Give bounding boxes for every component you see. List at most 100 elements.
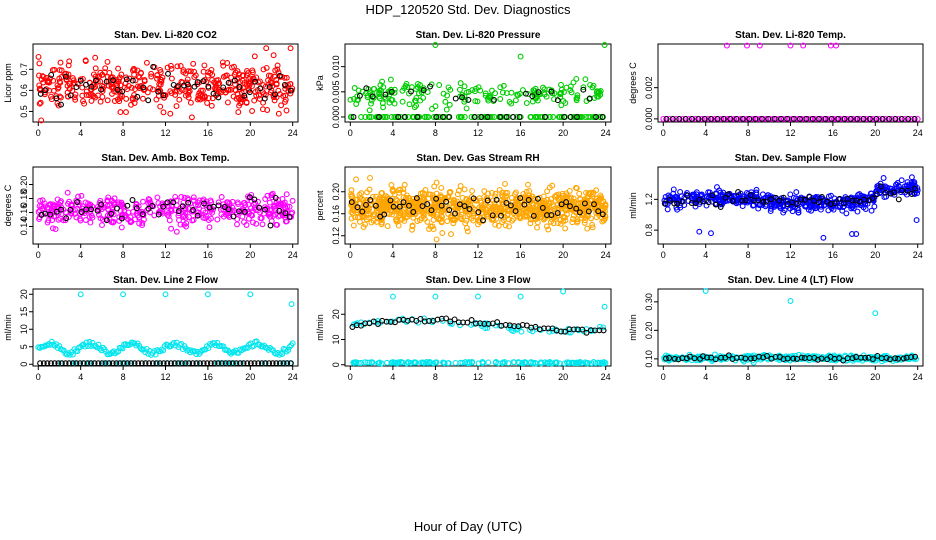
- data-point: [370, 94, 377, 101]
- data-point: [240, 200, 247, 207]
- reference-point: [396, 316, 403, 323]
- data-point: [557, 91, 564, 98]
- series-main: [35, 189, 296, 235]
- reference-point: [215, 202, 222, 209]
- data-point: [162, 291, 169, 298]
- data-point: [546, 200, 553, 207]
- data-point: [836, 204, 843, 211]
- data-point: [36, 216, 43, 222]
- data-point: [48, 338, 55, 345]
- x-tick-label: 12: [160, 128, 170, 138]
- x-tick-label: 24: [601, 128, 611, 138]
- data-point: [249, 212, 255, 219]
- data-point: [397, 212, 404, 219]
- data-point: [750, 202, 756, 209]
- data-point: [379, 100, 386, 107]
- reference-point: [776, 197, 783, 204]
- reference-point: [58, 360, 65, 367]
- x-tick-label: 24: [913, 250, 923, 260]
- reference-point: [727, 115, 734, 122]
- reference-point: [886, 115, 893, 122]
- x-tick-label: 16: [203, 128, 213, 138]
- data-point: [366, 114, 373, 120]
- reference-point: [512, 208, 519, 215]
- reference-point: [683, 355, 690, 362]
- reference-point: [563, 199, 570, 206]
- data-point: [173, 103, 180, 110]
- data-point: [506, 98, 513, 105]
- data-point: [501, 359, 508, 366]
- reference-point: [671, 200, 678, 207]
- data-point: [289, 340, 296, 347]
- data-point: [454, 191, 461, 198]
- data-point: [698, 191, 705, 198]
- series-reference: [662, 352, 919, 364]
- data-point: [502, 180, 508, 187]
- reference-point: [771, 115, 778, 122]
- data-point: [36, 60, 43, 67]
- data-point: [706, 192, 713, 199]
- data-point: [475, 293, 481, 300]
- reference-point: [200, 360, 207, 367]
- data-point: [505, 360, 512, 367]
- x-tick-label: 16: [516, 372, 526, 382]
- reference-point: [502, 321, 509, 328]
- data-point: [432, 293, 439, 300]
- data-point: [380, 84, 387, 91]
- reference-point: [701, 115, 708, 122]
- data-point: [389, 211, 395, 218]
- data-point: [576, 114, 583, 120]
- y-tick-label: 0.7: [19, 63, 29, 76]
- reference-point: [376, 114, 382, 120]
- reference-point: [758, 115, 765, 122]
- data-point: [409, 199, 416, 205]
- reference-point: [392, 319, 398, 326]
- data-point: [351, 203, 358, 210]
- y-tick-label: 10: [331, 334, 341, 344]
- reference-point: [764, 352, 770, 359]
- data-point: [49, 217, 56, 224]
- data-point: [443, 106, 450, 113]
- data-point: [38, 117, 45, 124]
- reference-point: [88, 360, 94, 367]
- data-point: [243, 99, 250, 106]
- data-point: [123, 109, 129, 116]
- data-point: [117, 95, 123, 102]
- reference-point: [262, 206, 268, 213]
- y-tick-label: 0.10: [644, 350, 654, 368]
- reference-point: [452, 95, 459, 102]
- data-point: [121, 84, 128, 91]
- data-point: [391, 359, 398, 366]
- data-point: [273, 221, 280, 228]
- x-tick-label: 20: [245, 128, 255, 138]
- data-point: [547, 199, 554, 206]
- data-point: [289, 197, 296, 204]
- data-point: [523, 100, 530, 107]
- reference-point: [908, 191, 915, 197]
- data-point: [188, 114, 195, 121]
- data-point: [266, 199, 273, 206]
- data-point: [105, 194, 112, 201]
- data-point: [159, 208, 166, 215]
- data-point: [524, 213, 531, 220]
- reference-point: [472, 320, 479, 327]
- data-point: [201, 62, 208, 69]
- y-tick-label: 0.16: [331, 205, 341, 223]
- data-point: [527, 220, 534, 227]
- data-point: [371, 211, 378, 218]
- reference-point: [752, 115, 759, 122]
- reference-point: [276, 72, 283, 79]
- reference-point: [539, 204, 546, 211]
- reference-point: [867, 115, 873, 122]
- data-point: [37, 99, 44, 106]
- data-point: [479, 359, 486, 365]
- data-point: [856, 115, 863, 122]
- reference-point: [802, 196, 808, 203]
- reference-point: [372, 202, 379, 209]
- data-point: [63, 351, 70, 358]
- data-point: [136, 74, 143, 81]
- data-point: [500, 217, 507, 223]
- data-point: [700, 355, 707, 362]
- data-point: [516, 90, 523, 97]
- data-point: [398, 359, 405, 366]
